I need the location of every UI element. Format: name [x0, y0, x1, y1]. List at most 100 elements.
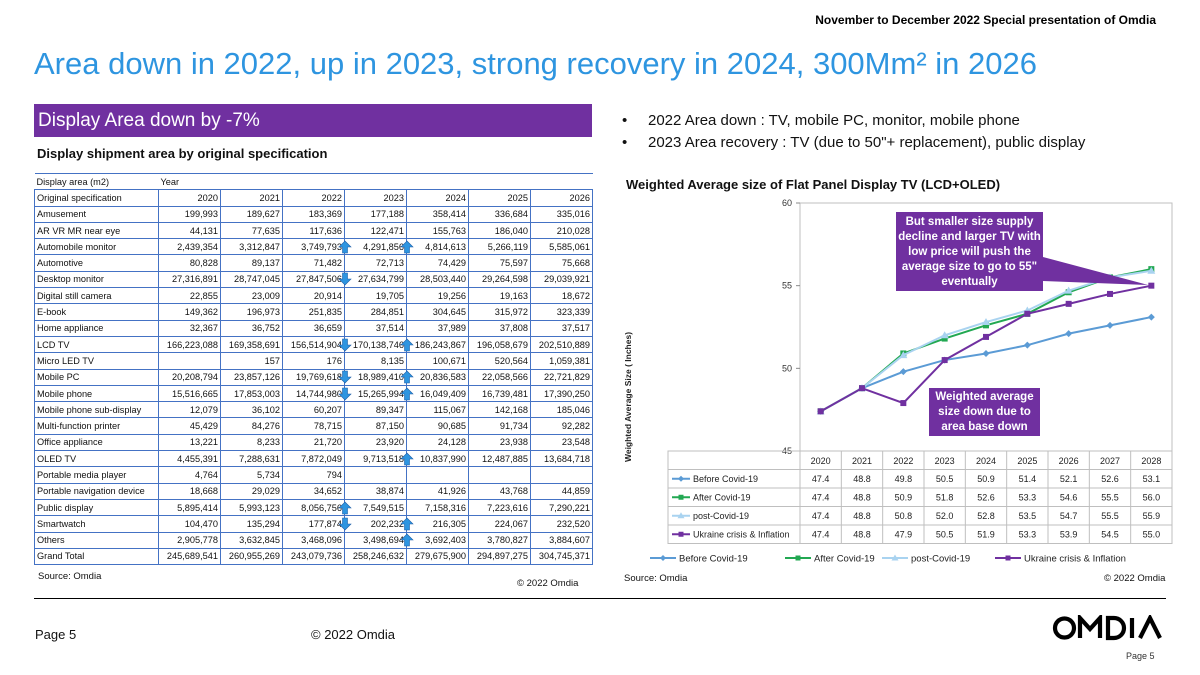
data-label: 55.5 [1101, 493, 1119, 503]
row-value: 245,689,541 [158, 547, 221, 566]
year-header: 2022 [282, 189, 345, 207]
row-value: 170,138,746 [344, 335, 407, 354]
row-label: AR VR MR near eye [34, 221, 159, 240]
row-value: 4,291,856 [344, 238, 407, 256]
row-value: 1,059,381 [530, 352, 593, 370]
row-value: 3,884,607 [530, 531, 593, 549]
data-label: 47.4 [812, 511, 830, 521]
row-legend-marker [677, 512, 685, 519]
x-tick-label: 2023 [935, 456, 955, 466]
row-value: 44,131 [158, 221, 221, 240]
table-row: Mobile phone 15,516,665 17,853,003 14,744,9… [34, 384, 593, 403]
row-series-name: Before Covid-19 [693, 474, 758, 484]
row-value: 37,808 [468, 319, 531, 337]
up-arrow-icon [399, 533, 414, 547]
x-tick-label: 2028 [1141, 456, 1161, 466]
year-header: 2021 [220, 189, 283, 207]
row-value: 45,429 [158, 417, 221, 435]
data-label: 49.8 [895, 474, 913, 484]
table-row: E-book 149,362 196,973 251,835 284,851 304,64… [34, 303, 593, 321]
row-value: 16,739,481 [468, 384, 531, 403]
row-value: 315,972 [468, 303, 531, 321]
row-value: 75,668 [530, 254, 593, 272]
header-spacer [282, 172, 345, 191]
row-value: 216,305 [406, 515, 469, 533]
table-row: Multi-function printer 45,429 84,276 78,715… [34, 417, 593, 435]
row-value: 155,763 [406, 221, 469, 240]
row-value: 36,659 [282, 319, 345, 337]
row-value: 3,312,847 [220, 238, 283, 256]
legend-marker [1005, 555, 1011, 561]
row-value: 3,692,403 [406, 531, 469, 549]
table-title: Display shipment area by original specif… [37, 146, 328, 161]
row-label: Mobile phone [34, 384, 159, 403]
row-value: 202,510,889 [530, 335, 593, 354]
row-value: 2,905,778 [158, 531, 221, 549]
data-label: 52.1 [1060, 474, 1078, 484]
row-value: 177,874 [282, 515, 345, 533]
data-label: 48.8 [853, 493, 871, 503]
row-value: 304,645 [406, 303, 469, 321]
row-value: 335,016 [530, 205, 593, 223]
display-area-table: Display area (m2) Year Original specificat… [34, 172, 593, 566]
data-label: 51.9 [977, 530, 995, 540]
row-value: 156,514,904 [282, 335, 345, 354]
data-label: 47.4 [812, 474, 830, 484]
row-value: 142,168 [468, 401, 531, 419]
x-tick-label: 2025 [1017, 456, 1037, 466]
up-arrow-icon [399, 387, 414, 400]
row-value: 34,652 [282, 482, 345, 500]
row-value: 104,470 [158, 515, 221, 533]
legend-label: After Covid-19 [814, 554, 875, 565]
row-legend-marker [678, 531, 684, 537]
row-label: Mobile phone sub-display [34, 401, 159, 419]
row-value: 149,362 [158, 303, 221, 321]
row-value: 20,836,583 [406, 368, 469, 386]
row-value: 358,414 [406, 205, 469, 223]
row-value: 520,564 [468, 352, 531, 370]
omdia-logo [1052, 615, 1162, 641]
series-point [899, 368, 907, 376]
row-value: 8,056,756 [282, 498, 345, 517]
legend-label: post-Covid-19 [911, 554, 970, 565]
row-value: 3,498,694 [344, 531, 407, 549]
row-value: 15,516,665 [158, 384, 221, 403]
row-value: 13,684,718 [530, 450, 593, 468]
series-point [982, 318, 990, 326]
down-arrow-icon [337, 387, 352, 400]
x-tick-label: 2024 [976, 456, 996, 466]
legend-marker [795, 555, 801, 561]
year-header: 2024 [406, 189, 469, 207]
table-row: Automobile monitor 2,439,354 3,312,847 3,74… [34, 238, 593, 256]
callout-line: size down due to [938, 406, 1031, 418]
data-label: 50.5 [936, 474, 954, 484]
table-copyright: © 2022 Omdia [517, 578, 579, 589]
table-row: Others 2,905,778 3,632,845 3,468,096 3,498,6… [34, 531, 593, 549]
table-row: Automotive 80,828 89,137 71,482 72,713 74,429… [34, 254, 593, 272]
series-point [982, 349, 990, 357]
row-value: 18,668 [158, 482, 221, 500]
legend-marker [891, 554, 899, 561]
row-value: 304,745,371 [530, 547, 593, 566]
row-label: Automotive [34, 254, 159, 272]
row-value: 12,079 [158, 401, 221, 419]
row-value: 260,955,269 [220, 547, 283, 566]
row-value: 7,288,631 [220, 450, 283, 468]
y-tick-label: 50 [782, 363, 792, 373]
series-point [1023, 341, 1031, 349]
data-label: 48.8 [853, 474, 871, 484]
row-value: 279,675,900 [406, 547, 469, 566]
row-value: 43,768 [468, 482, 531, 500]
chart-copyright: © 2022 Omdia [1104, 573, 1166, 584]
data-label: 56.0 [1143, 493, 1161, 503]
row-value: 232,520 [530, 515, 593, 533]
row-value: 20,208,794 [158, 368, 221, 386]
row-legend-marker [678, 494, 684, 500]
row-label: Desktop monitor [34, 270, 159, 289]
row-value: 17,853,003 [220, 384, 283, 403]
table-source: Source: Omdia [38, 571, 102, 582]
legend-marker [660, 555, 666, 561]
x-tick-label: 2020 [811, 456, 831, 466]
up-arrow-icon [337, 240, 352, 254]
callout-larger-tv: But smaller size supply decline and large… [896, 212, 1043, 291]
